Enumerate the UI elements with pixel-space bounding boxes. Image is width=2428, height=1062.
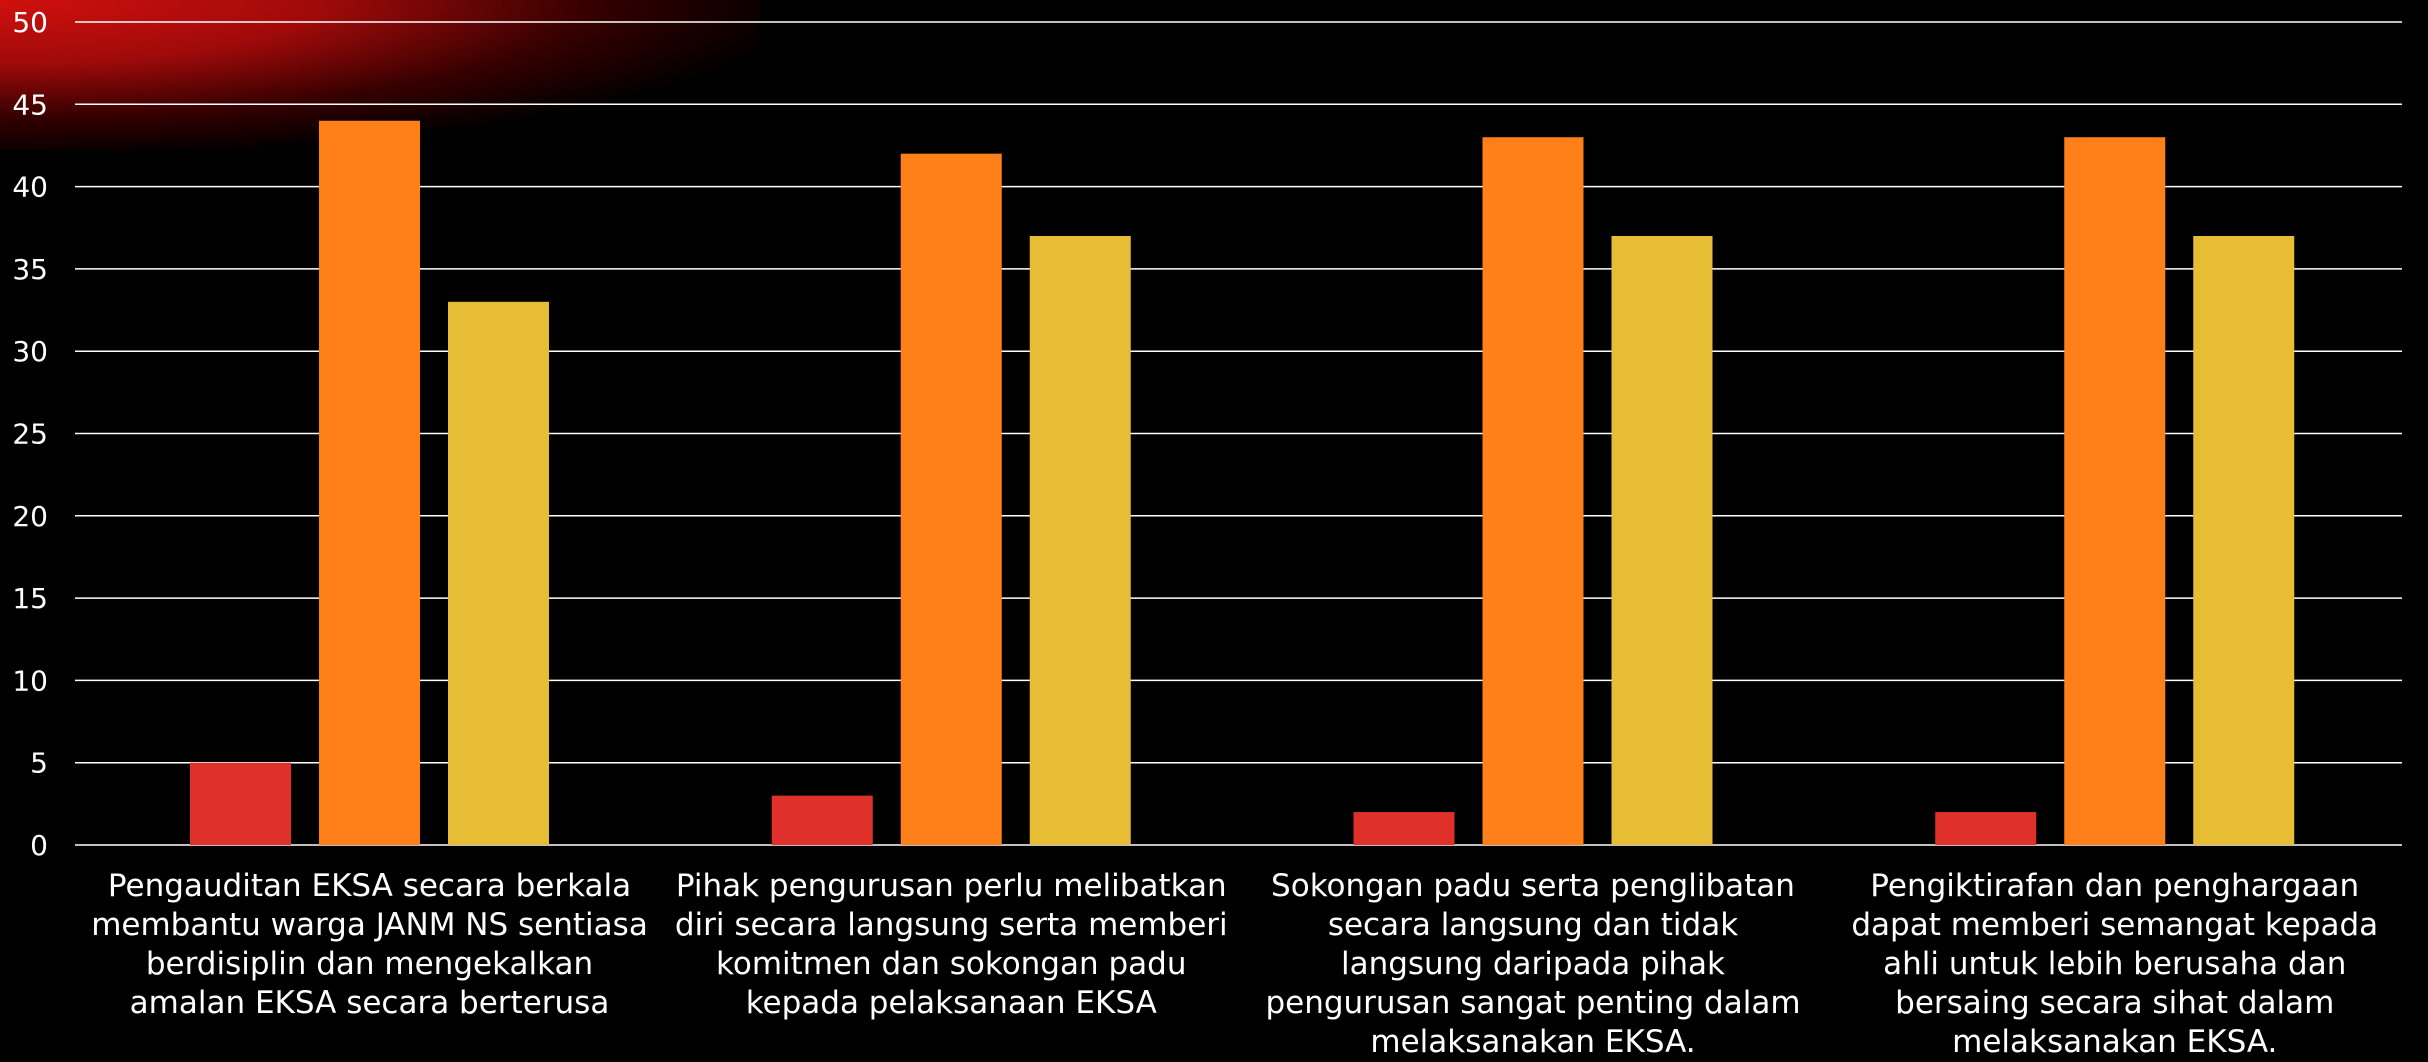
bar-series3-category3	[1611, 235, 1713, 846]
y-tick-label: 35	[12, 253, 48, 286]
y-tick-label: 40	[12, 171, 48, 204]
bar-series1-category1	[190, 762, 291, 845]
category-label-2: Pihak pengurusan perlu melibatkan diri s…	[674, 868, 1228, 1021]
y-tick-label: 0	[30, 829, 48, 862]
y-tick-label: 5	[30, 747, 48, 780]
bar-series1-category2	[771, 795, 873, 845]
bar-series2-category4	[2064, 137, 2166, 846]
category-label-3: Sokongan padu serta penglibatan secara l…	[1265, 868, 1801, 1060]
bar-series3-category4	[2193, 235, 2295, 846]
y-axis-ticks: 0 5 10 15 20 25 30 35 40 45 50	[12, 6, 48, 862]
bar-series1-category4	[1935, 812, 2037, 845]
y-tick-label: 20	[12, 500, 48, 533]
y-tick-label: 15	[12, 582, 48, 615]
bar-series3-category1	[448, 301, 549, 845]
category-label-1: Pengauditan EKSA secara berkala membantu…	[91, 868, 648, 1021]
y-tick-label: 50	[12, 6, 48, 39]
bar-series3-category2	[1029, 235, 1131, 846]
y-tick-label: 10	[12, 664, 48, 697]
bar-series2-category3	[1482, 137, 1584, 846]
y-tick-label: 30	[12, 335, 48, 368]
y-tick-label: 25	[12, 418, 48, 451]
bars	[190, 120, 2295, 846]
category-label-4: Pengiktirafan dan penghargaan dapat memb…	[1851, 868, 2379, 1060]
bar-series2-category1	[319, 120, 420, 845]
y-tick-label: 45	[12, 88, 48, 121]
gridlines	[75, 21, 2402, 846]
bar-series2-category2	[900, 153, 1002, 845]
bar-series1-category3	[1353, 812, 1455, 845]
